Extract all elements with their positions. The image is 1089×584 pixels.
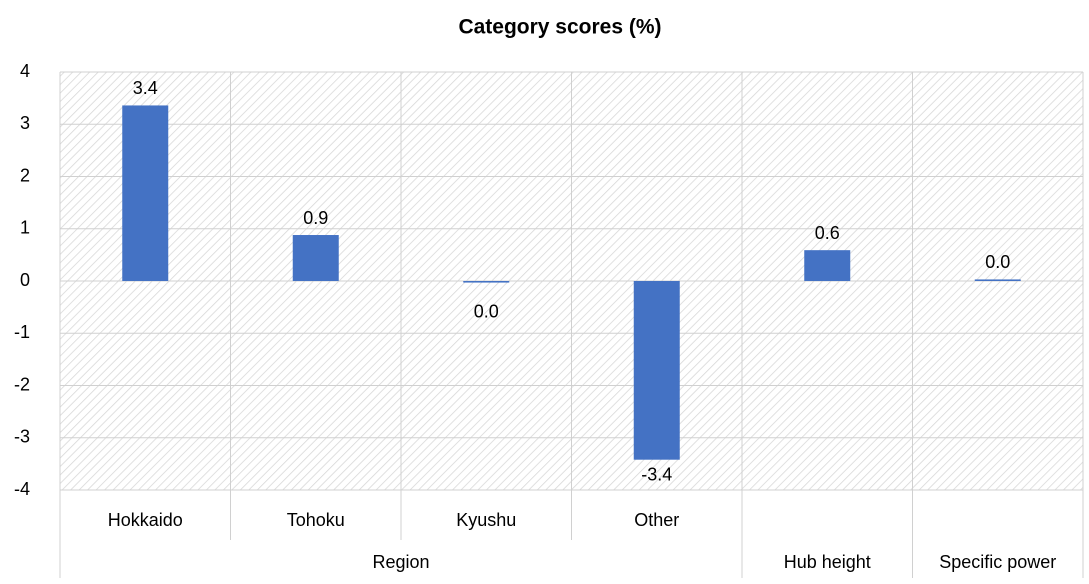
y-tick-label: 4 (20, 61, 30, 81)
bar (122, 105, 169, 281)
x-tick-label: Hokkaido (108, 510, 183, 530)
data-label: 0.6 (815, 223, 840, 243)
y-tick-label: -3 (14, 427, 30, 447)
y-tick-label: 0 (20, 270, 30, 290)
bar (463, 281, 510, 283)
y-tick-label: -4 (14, 479, 30, 499)
y-tick-label: 2 (20, 165, 30, 185)
data-label: 0.9 (303, 208, 328, 228)
data-label: -3.4 (641, 464, 672, 484)
y-tick-label: 1 (20, 218, 30, 238)
group-label: Specific power (939, 552, 1056, 572)
y-tick-label: -2 (14, 374, 30, 394)
x-tick-label: Tohoku (287, 510, 345, 530)
y-tick-label: -1 (14, 322, 30, 342)
data-label: 0.0 (985, 252, 1010, 272)
group-label: Region (372, 552, 429, 572)
bar (974, 279, 1021, 281)
chart-title: Category scores (%) (458, 16, 661, 39)
data-label: 0.0 (474, 301, 499, 321)
y-tick-label: 3 (20, 113, 30, 133)
x-tick-label: Other (634, 510, 679, 530)
group-label: Hub height (784, 552, 871, 572)
bar (804, 250, 851, 281)
data-label: 3.4 (133, 78, 158, 98)
bar (633, 281, 680, 460)
bar (292, 235, 339, 281)
x-tick-label: Kyushu (456, 510, 516, 530)
